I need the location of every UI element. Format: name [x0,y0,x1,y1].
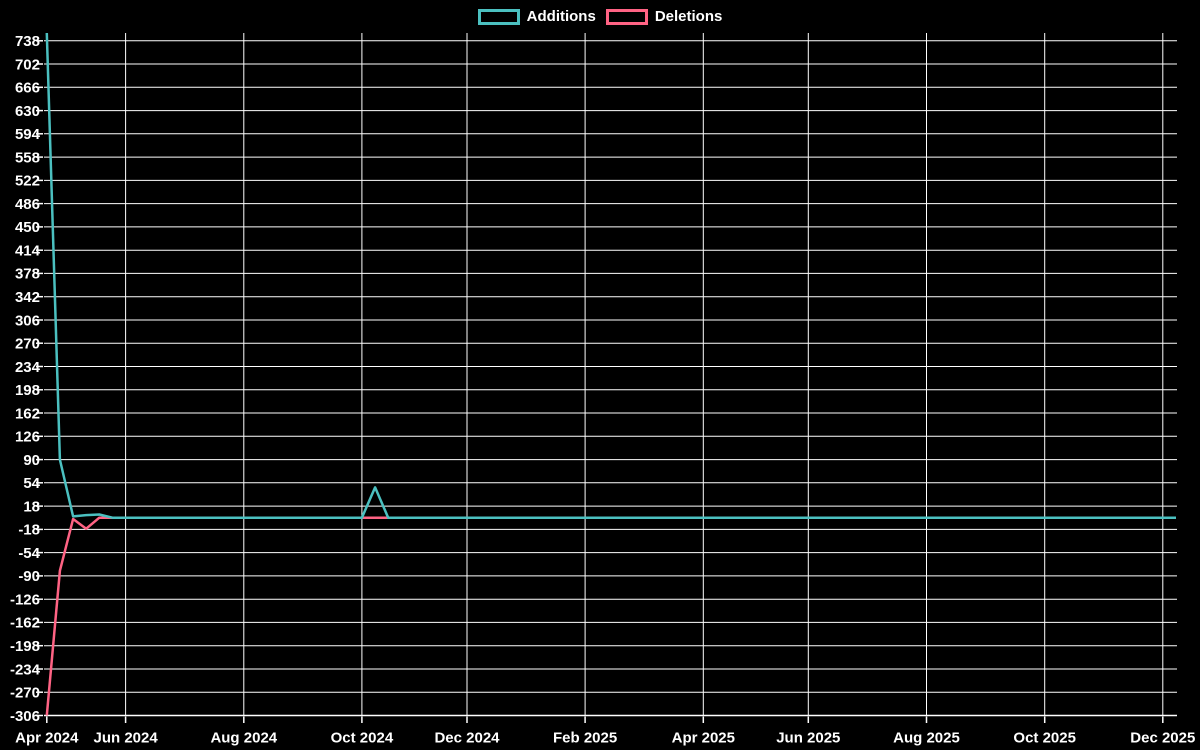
deletions-legend-label: Deletions [654,8,723,25]
y-tick-label: 126 [15,429,40,446]
y-tick-label: 486 [15,196,40,213]
additions-line [45,32,1176,519]
x-tick-label: Apr 2024 [15,730,79,747]
y-tick-label: 666 [15,80,40,97]
y-tick-label: 270 [15,336,40,353]
y-tick-label: 558 [15,149,40,166]
y-tick-label: -306 [10,708,40,725]
y-tick-label: -270 [10,685,40,702]
y-tick-label: -54 [18,545,40,562]
y-tick-label: -234 [10,661,41,678]
x-tick-label: Apr 2025 [672,730,735,747]
y-tick-label: 54 [23,475,40,492]
deletions-swatch-icon [605,9,648,25]
chart-legend: Additions Deletions [0,8,1200,26]
y-tick-label: 702 [15,56,40,73]
x-tick-label: Jun 2024 [93,730,158,747]
legend-item-additions[interactable]: Additions [477,8,596,26]
y-tick-label: -198 [10,638,40,655]
y-tick-label: 342 [15,289,40,306]
y-tick-label: -126 [10,592,40,609]
y-tick-label: 162 [15,405,40,422]
x-tick-label: Oct 2024 [331,730,394,747]
y-tick-label: 414 [15,243,41,260]
x-tick-label: Aug 2024 [210,730,277,747]
x-tick-label: Oct 2025 [1013,730,1076,747]
deletions-line [45,516,1176,716]
x-tick-label: Jun 2025 [776,730,840,747]
y-tick-label: 450 [15,219,40,236]
y-tick-label: 522 [15,173,40,190]
x-tick-label: Dec 2024 [434,730,500,747]
x-tick-label: Feb 2025 [553,730,617,747]
y-tick-label: 18 [23,498,40,515]
x-tick-label: Aug 2025 [893,730,960,747]
y-tick-label: 630 [15,103,40,120]
legend-item-deletions[interactable]: Deletions [605,8,723,26]
y-tick-label: 738 [15,33,40,50]
y-tick-label: 198 [15,382,40,399]
x-tick-label: Dec 2025 [1130,730,1195,747]
y-tick-label: 378 [15,266,40,283]
additions-legend-label: Additions [526,8,596,25]
y-tick-label: 594 [15,126,41,143]
additions-swatch-icon [477,9,520,25]
y-tick-label: 90 [23,452,40,469]
y-tick-label: 234 [15,359,41,376]
y-tick-label: -18 [18,522,40,539]
y-tick-label: -90 [18,568,40,585]
y-tick-label: 306 [15,312,40,329]
y-tick-label: -162 [10,615,40,632]
